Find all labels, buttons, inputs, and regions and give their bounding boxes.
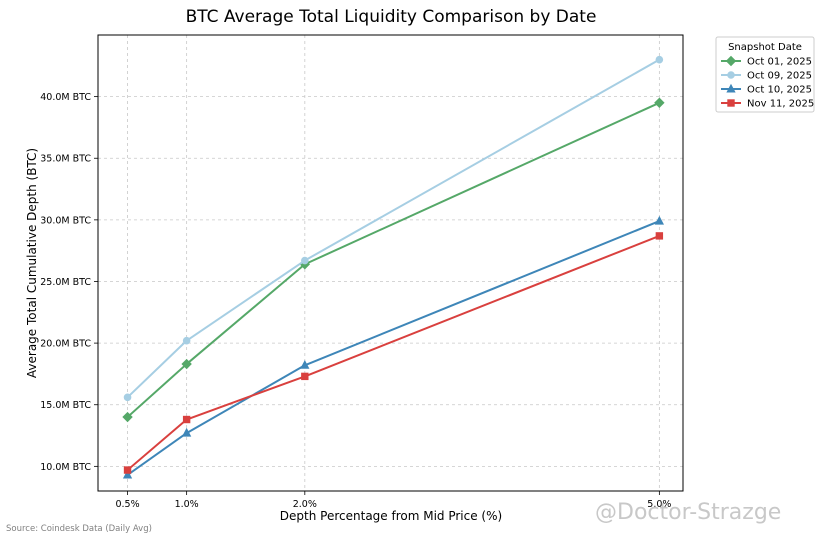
series-line xyxy=(126,58,660,399)
axis-ticks: 0.5% 1.0% 2.0% 5.0% 10.0M BTC 15.0M BTC 20.0M … xyxy=(40,92,671,510)
chart-title: BTC Average Total Liquidity Comparison b… xyxy=(186,7,597,27)
legend: Snapshot Date Oct 01, 2025 Oct 09, 2025 Oc… xyxy=(715,36,815,113)
legend-item: Oct 09, 2025 xyxy=(721,71,812,82)
x-tick-label: 1.0% xyxy=(175,499,199,510)
legend-marker xyxy=(726,83,736,93)
y-tick-label: 40.0M BTC xyxy=(40,92,91,103)
y-tick-label: 35.0M BTC xyxy=(40,154,91,165)
legend-item: Nov 11, 2025 xyxy=(721,99,814,110)
y-tick-label: 15.0M BTC xyxy=(40,400,91,411)
data-point xyxy=(301,256,309,265)
series-line xyxy=(126,220,660,476)
data-point xyxy=(181,358,192,370)
data-point xyxy=(655,232,664,240)
x-tick-label: 5.0% xyxy=(647,499,671,510)
series-1 xyxy=(122,97,665,423)
legend-marker xyxy=(727,99,735,107)
series-4 xyxy=(123,232,664,474)
series-group xyxy=(122,55,665,479)
plot-area-frame xyxy=(97,34,684,492)
data-point xyxy=(182,415,191,424)
series-2 xyxy=(123,55,664,402)
legend-label: Oct 09, 2025 xyxy=(747,71,812,82)
source-note: Source: Coindesk Data (Daily Avg) xyxy=(6,524,152,534)
y-axis-label: Average Total Cumulative Depth (BTC) xyxy=(25,148,39,378)
data-point xyxy=(301,372,309,381)
watermark: @Doctor-Strazge xyxy=(595,500,781,525)
data-point xyxy=(122,411,133,423)
data-point xyxy=(654,97,665,108)
y-tick-label: 10.0M BTC xyxy=(40,462,91,473)
data-point xyxy=(182,336,191,345)
legend-label: Oct 10, 2025 xyxy=(747,85,812,96)
series-3 xyxy=(122,215,664,479)
legend-box xyxy=(715,36,815,113)
data-point xyxy=(123,393,132,402)
legend-item: Oct 10, 2025 xyxy=(721,83,812,96)
legend-title: Snapshot Date xyxy=(728,42,802,53)
x-axis-label: Depth Percentage from Mid Price (%) xyxy=(280,509,502,523)
legend-marker xyxy=(727,71,735,79)
data-point xyxy=(122,469,133,479)
data-point xyxy=(182,427,192,437)
legend-label: Nov 11, 2025 xyxy=(747,99,814,110)
legend-item: Oct 01, 2025 xyxy=(721,55,812,68)
data-point xyxy=(654,215,664,225)
legend-marker xyxy=(725,55,737,67)
data-point xyxy=(300,360,310,369)
grid xyxy=(98,35,683,491)
x-tick-label: 0.5% xyxy=(115,499,139,510)
y-tick-label: 30.0M BTC xyxy=(40,215,91,226)
y-tick-label: 25.0M BTC xyxy=(40,277,91,288)
series-line xyxy=(126,234,660,471)
series-line xyxy=(126,101,660,418)
data-point xyxy=(655,55,664,64)
legend-label: Oct 01, 2025 xyxy=(747,57,812,68)
x-tick-label: 2.0% xyxy=(293,499,317,510)
data-point xyxy=(123,466,132,474)
y-tick-label: 20.0M BTC xyxy=(40,339,91,350)
